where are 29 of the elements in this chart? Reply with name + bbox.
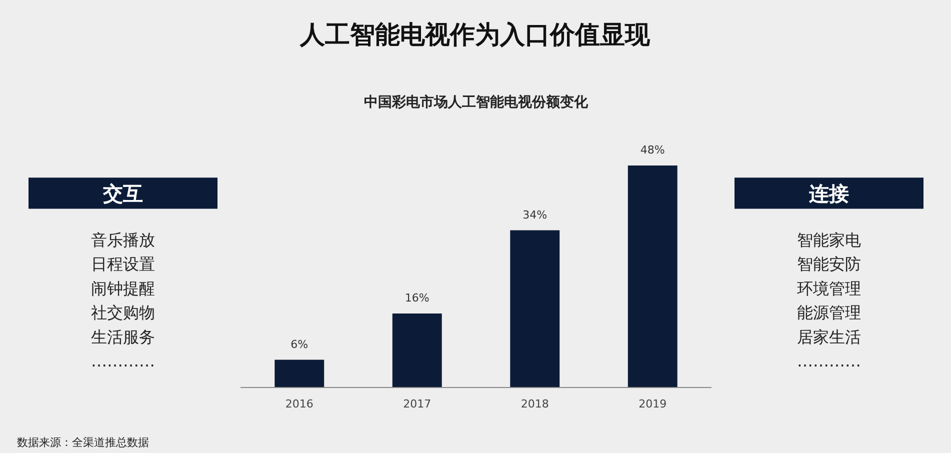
chart-title: 人工智能电视作为入口价值显现	[300, 19, 650, 51]
text: …………	[91, 352, 155, 371]
text: 连接	[808, 182, 849, 206]
bar	[628, 165, 678, 388]
text: 环境管理	[797, 278, 861, 298]
text: 音乐播放	[91, 230, 155, 250]
text: 社交购物	[91, 303, 155, 322]
text: 生活服务	[91, 327, 155, 346]
x-tick-label: 2017	[403, 398, 432, 410]
text: 智能家电	[797, 230, 861, 250]
bar	[392, 313, 442, 388]
text: 闹钟提醒	[91, 278, 155, 298]
bar	[274, 360, 324, 388]
chart-subtitle: 中国彩电市场人工智能电视份额变化	[364, 94, 589, 110]
data-label: 16%	[404, 292, 430, 305]
text: 智能安防	[797, 254, 861, 274]
data-label: 48%	[640, 144, 665, 157]
text: 日程设置	[91, 254, 155, 274]
text: …………	[797, 352, 861, 371]
x-tick-label: 2019	[638, 398, 667, 410]
x-tick-label: 2016	[285, 398, 314, 410]
data-label: 34%	[522, 208, 548, 222]
x-tick-label: 2018	[520, 398, 549, 410]
text: 能源管理	[797, 303, 861, 322]
data-label: 6%	[290, 338, 308, 351]
bar	[510, 230, 560, 388]
text: 居家生活	[797, 327, 861, 346]
source-note: 数据来源：全渠道推总数据	[17, 435, 149, 451]
text: 交互	[102, 182, 143, 206]
